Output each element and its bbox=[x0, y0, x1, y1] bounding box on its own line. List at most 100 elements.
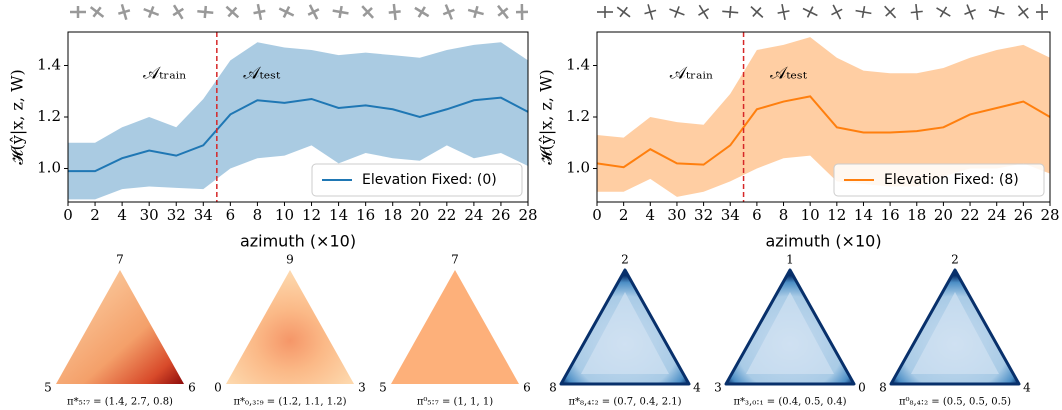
x-tick-label: 4 bbox=[646, 206, 656, 224]
ternary-left-label: 5 bbox=[44, 381, 52, 395]
thumbnail bbox=[332, 5, 350, 20]
x-tick-label: 12 bbox=[302, 206, 321, 224]
x-tick-label: 34 bbox=[721, 206, 740, 224]
thumbnail bbox=[614, 2, 634, 21]
thumbnail bbox=[116, 3, 132, 22]
ternary-density bbox=[56, 270, 184, 384]
thumbnail bbox=[597, 6, 613, 18]
ternary-caption: π*₈,₄:₂ = (0.7, 0.4, 2.1) bbox=[568, 397, 681, 408]
thumbnail-stroke bbox=[254, 11, 266, 13]
ternary-top-label: 7 bbox=[116, 253, 124, 267]
thumbnail bbox=[440, 2, 457, 21]
y-tick-label: 1.2 bbox=[566, 107, 590, 125]
thumbnail-stroke bbox=[778, 11, 790, 13]
x-tick-label: 8 bbox=[253, 206, 263, 224]
thumbnail bbox=[880, 2, 900, 22]
annotation: 𝒜ₜᵣₐᵢₙ bbox=[670, 64, 714, 84]
x-axis-label: azimuth (×10) bbox=[765, 232, 881, 251]
thumbnail bbox=[305, 2, 323, 22]
x-tick-label: 34 bbox=[194, 206, 213, 224]
thumbnail bbox=[961, 2, 978, 21]
x-tick-label: 14 bbox=[854, 206, 873, 224]
x-tick-label: 28 bbox=[518, 206, 537, 224]
thumbnail-stroke bbox=[620, 7, 627, 17]
thumbnail bbox=[277, 3, 297, 21]
y-tick-label: 1.0 bbox=[566, 159, 590, 177]
x-tick-label: 20 bbox=[410, 206, 429, 224]
thumbnail bbox=[667, 4, 686, 21]
ternary-right-label: 4 bbox=[693, 381, 701, 395]
ternary-top-label: 7 bbox=[451, 253, 459, 267]
thumbnail bbox=[747, 2, 767, 22]
x-tick-label: 30 bbox=[140, 206, 159, 224]
ternary-right-label: 6 bbox=[188, 381, 196, 395]
x-tick-label: 6 bbox=[752, 206, 762, 224]
y-tick-label: 1.0 bbox=[37, 159, 61, 177]
thumbnail bbox=[828, 2, 846, 22]
ternary-top-label: 1 bbox=[786, 253, 794, 267]
ternary-right-label: 4 bbox=[1023, 381, 1031, 395]
ternary-right-label: 6 bbox=[523, 381, 531, 395]
y-tick-label: 1.4 bbox=[566, 55, 590, 73]
thumbnail-stroke bbox=[474, 6, 477, 18]
ternary-caption: π*₅:₇ = (1.4, 2.7, 0.8) bbox=[67, 397, 173, 408]
x-tick-label: 18 bbox=[907, 206, 926, 224]
thumbnail bbox=[933, 3, 953, 22]
thumbnail bbox=[70, 6, 86, 18]
x-tick-label: 16 bbox=[881, 206, 900, 224]
ternary-top-label: 2 bbox=[951, 253, 959, 267]
ternary-density bbox=[226, 270, 354, 384]
x-tick-label: 22 bbox=[961, 206, 980, 224]
thumbnail bbox=[222, 2, 242, 22]
ternary-caption: π*₃,₀:₁ = (0.4, 0.5, 0.4) bbox=[733, 397, 846, 408]
y-axis-label: 𝓗(ŷ|x, z, W) bbox=[537, 69, 556, 165]
ternary-left-label: 8 bbox=[549, 381, 557, 395]
thumbnail bbox=[800, 3, 820, 21]
thumbnail bbox=[412, 3, 432, 22]
x-axis-label: azimuth (×10) bbox=[240, 232, 356, 251]
ternary-right-label: 0 bbox=[858, 381, 866, 395]
x-tick-label: 18 bbox=[383, 206, 402, 224]
x-tick-label: 24 bbox=[987, 206, 1006, 224]
x-tick-label: 10 bbox=[275, 206, 294, 224]
thumbnail bbox=[642, 3, 658, 22]
ternary-caption: π⁰₅:₇ = (1, 1, 1) bbox=[417, 397, 493, 408]
ternary-left-label: 5 bbox=[379, 381, 387, 395]
thumbnail bbox=[1036, 4, 1048, 20]
x-tick-label: 26 bbox=[491, 206, 510, 224]
y-axis-label: 𝓗(ŷ|x, z, W) bbox=[8, 69, 27, 165]
thumbnail-stroke bbox=[862, 6, 864, 18]
x-tick-label: 16 bbox=[356, 206, 375, 224]
annotation: 𝒜ₜₑₛₜ bbox=[243, 64, 281, 84]
thumbnail-stroke bbox=[389, 11, 401, 12]
thumbnail bbox=[142, 4, 161, 21]
annotation: 𝒜ₜᵣₐᵢₙ bbox=[143, 64, 187, 84]
thumbnail-stroke bbox=[340, 6, 342, 18]
x-tick-label: 10 bbox=[801, 206, 820, 224]
thumbnail-stroke bbox=[911, 11, 923, 12]
thumbnail bbox=[358, 2, 378, 22]
x-tick-label: 8 bbox=[779, 206, 789, 224]
legend-label: Elevation Fixed: (0) bbox=[362, 172, 497, 188]
thumbnail-stroke bbox=[940, 7, 946, 17]
thumbnail-stroke bbox=[1019, 8, 1028, 15]
thumbnail bbox=[776, 3, 791, 21]
annotation: 𝒜ₜₑₛₜ bbox=[770, 64, 808, 84]
x-tick-label: 0 bbox=[592, 206, 602, 224]
x-tick-label: 2 bbox=[90, 206, 100, 224]
ternary-top-label: 9 bbox=[286, 253, 294, 267]
thumbnail bbox=[855, 5, 873, 20]
thumbnail-stroke bbox=[808, 7, 813, 18]
legend-label: Elevation Fixed: (8) bbox=[884, 172, 1019, 188]
x-tick-label: 12 bbox=[827, 206, 846, 224]
ternary-right-label: 3 bbox=[358, 381, 366, 395]
thumbnail-stroke bbox=[118, 10, 130, 13]
x-tick-label: 2 bbox=[619, 206, 629, 224]
thumbnail bbox=[169, 2, 188, 22]
figure: 𝒜ₜᵣₐᵢₙ𝒜ₜₑₛₜ1.01.21.402430323468101214161… bbox=[0, 0, 1062, 410]
thumbnail bbox=[252, 3, 267, 21]
thumbnail bbox=[987, 4, 1006, 20]
x-tick-label: 6 bbox=[226, 206, 236, 224]
x-tick-label: 30 bbox=[667, 206, 686, 224]
thumbnail bbox=[388, 3, 402, 20]
